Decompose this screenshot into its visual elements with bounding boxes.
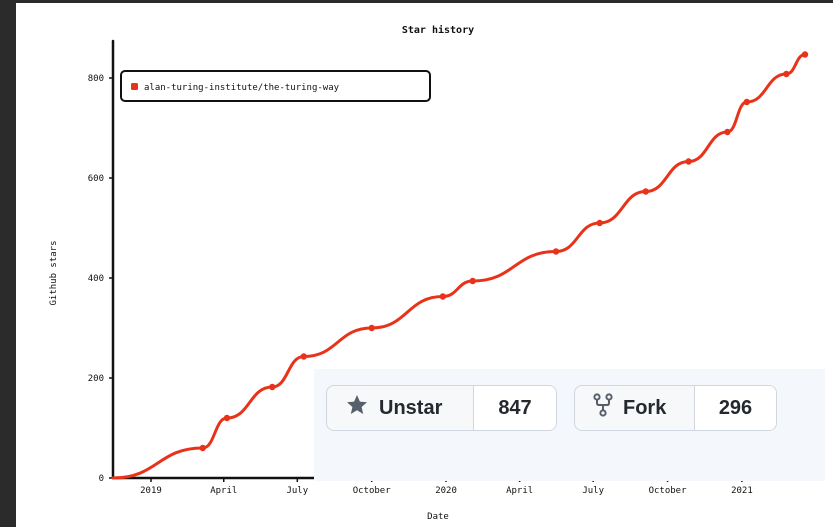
- x-tick-label: October: [353, 486, 392, 496]
- series-line: [111, 53, 807, 480]
- x-tick-label: 2019: [140, 486, 162, 496]
- data-point: [596, 219, 603, 227]
- data-point: [552, 248, 560, 255]
- data-point: [469, 277, 476, 285]
- x-tick-label: July: [286, 486, 308, 496]
- x-tick-label: October: [649, 486, 688, 496]
- data-point: [439, 293, 447, 300]
- y-axis-label: Github stars: [49, 240, 59, 305]
- data-point: [368, 324, 375, 332]
- chart-title: Star history: [402, 24, 474, 36]
- data-point: [199, 444, 206, 452]
- unstar-badge[interactable]: Unstar 847: [326, 385, 557, 431]
- fork-icon: [593, 393, 613, 423]
- data-point: [642, 188, 649, 195]
- github-badges: Unstar 847 Fork 296: [314, 369, 825, 481]
- data-point: [269, 383, 276, 391]
- chart-frame: 0 200 400 600 800 2019 April July October 2020 Apr…: [16, 3, 833, 527]
- data-point: [300, 353, 307, 360]
- x-tick-label: 2021: [731, 486, 753, 496]
- data-point: [743, 98, 750, 106]
- star-count[interactable]: 847: [474, 386, 556, 430]
- fork-count[interactable]: 296: [695, 386, 776, 430]
- y-tick-label: 400: [88, 274, 104, 284]
- legend-swatch: [131, 83, 138, 90]
- legend-label: alan-turing-institute/the-turing-way: [144, 83, 340, 93]
- fork-badge[interactable]: Fork 296: [574, 385, 777, 431]
- data-point: [223, 414, 231, 422]
- unstar-label: Unstar: [379, 396, 443, 419]
- legend-box: [120, 70, 431, 102]
- x-tick-label: July: [582, 486, 604, 496]
- data-point: [783, 70, 790, 78]
- fork-button[interactable]: Fork: [575, 386, 695, 430]
- x-axis-label: Date: [427, 512, 449, 522]
- data-point: [685, 158, 692, 165]
- y-tick-label: 200: [88, 374, 104, 384]
- x-tick-label: April: [506, 486, 533, 496]
- x-tick-label: 2020: [435, 486, 457, 496]
- data-point: [724, 128, 731, 136]
- star-icon: [345, 393, 369, 423]
- star-history-chart: 0 200 400 600 800 2019 April July October 2020 Apr…: [49, 24, 809, 522]
- data-point: [801, 51, 809, 58]
- fork-label: Fork: [623, 396, 667, 419]
- y-tick-label: 0: [99, 474, 104, 484]
- unstar-button[interactable]: Unstar: [327, 386, 474, 430]
- x-tick-label: April: [210, 486, 237, 496]
- y-tick-label: 800: [88, 74, 104, 84]
- y-tick-label: 600: [88, 174, 104, 184]
